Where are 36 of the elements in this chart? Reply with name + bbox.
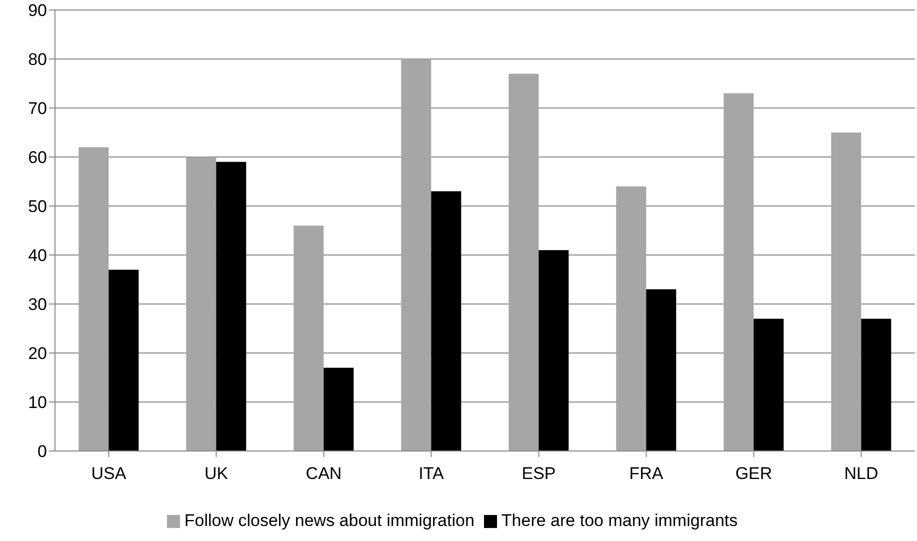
x-tick-label: GER [735, 464, 772, 484]
y-tick-label: 20 [28, 344, 47, 364]
x-tick-label: NLD [844, 464, 878, 484]
bar [616, 186, 646, 451]
y-tick-label: 60 [28, 148, 47, 168]
y-tick-label: 10 [28, 393, 47, 412]
bar [508, 74, 539, 451]
x-tick-label: UK [204, 464, 229, 484]
y-tick-label: 50 [28, 197, 47, 216]
bar [78, 147, 109, 451]
y-tick-label: 40 [28, 246, 47, 266]
bar [216, 162, 246, 451]
x-tick-label: ESP [522, 464, 556, 484]
x-tick-label: FRA [629, 464, 664, 484]
bar [431, 191, 462, 451]
x-tick-label: USA [91, 464, 127, 484]
bar [538, 250, 569, 451]
x-tick-label: CAN [306, 464, 342, 484]
y-tick-label: 0 [38, 442, 47, 462]
legend-label: There are too many immigrants [501, 511, 738, 530]
bar [294, 226, 324, 451]
bar [861, 318, 892, 451]
bar [324, 368, 354, 451]
y-tick-label: 90 [28, 1, 47, 20]
bar [831, 132, 862, 451]
y-tick-label: 30 [28, 295, 47, 314]
y-tick-label: 70 [28, 99, 47, 118]
bar [754, 318, 784, 451]
bar [724, 93, 754, 451]
legend-label: Follow closely news about immigration [184, 511, 474, 530]
bar [108, 270, 139, 451]
y-tick-label: 80 [28, 50, 47, 70]
x-tick-label: ITA [418, 464, 444, 484]
bar [646, 289, 676, 451]
bar [186, 157, 216, 451]
bar [401, 59, 432, 451]
